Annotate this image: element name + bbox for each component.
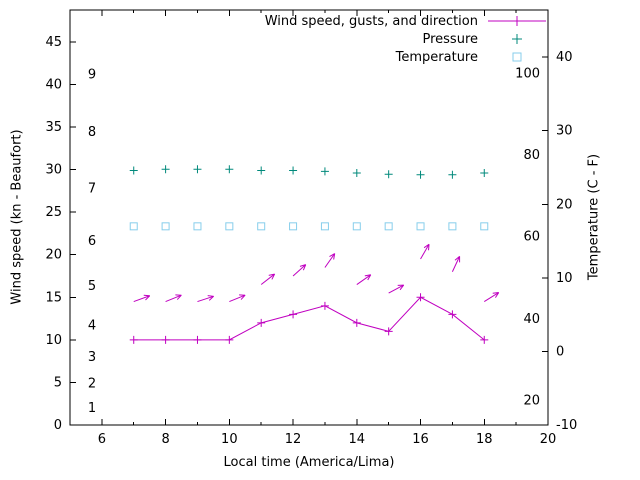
right-axis-ticks <box>542 56 548 426</box>
legend-label-pressure: Pressure <box>422 31 478 47</box>
svg-text:100: 100 <box>515 66 540 81</box>
legend-entry-wind: Wind speed, gusts, and direction <box>265 12 548 30</box>
svg-text:30: 30 <box>45 163 62 178</box>
svg-text:25: 25 <box>45 205 62 220</box>
series-pressure <box>129 165 489 179</box>
chart-legend: Wind speed, gusts, and direction Pressur… <box>265 12 548 66</box>
legend-entry-temperature: Temperature <box>265 48 548 66</box>
svg-text:3: 3 <box>88 350 96 365</box>
svg-text:40: 40 <box>556 50 573 65</box>
svg-text:60: 60 <box>523 230 540 245</box>
svg-text:45: 45 <box>45 35 62 50</box>
svg-text:40: 40 <box>523 312 540 327</box>
plus-marker-icon <box>512 16 522 26</box>
square-marker-icon <box>512 52 522 62</box>
svg-text:2: 2 <box>88 376 96 391</box>
svg-text:6: 6 <box>88 234 96 249</box>
svg-text:30: 30 <box>556 124 573 139</box>
plus-marker-icon <box>512 34 522 44</box>
y-axis-title-left: Wind speed (kn - Beaufort) <box>9 129 25 305</box>
svg-text:10: 10 <box>45 333 62 348</box>
svg-text:8: 8 <box>88 125 96 140</box>
right-axis-tick-labels: -10 0 10 20 30 40 <box>556 50 577 433</box>
svg-text:6: 6 <box>98 432 106 447</box>
fahrenheit-scale-labels: 20 40 60 80 100 <box>515 66 540 408</box>
svg-text:18: 18 <box>476 432 493 447</box>
svg-text:-10: -10 <box>556 418 577 433</box>
svg-text:0: 0 <box>556 344 564 359</box>
svg-text:35: 35 <box>45 120 62 135</box>
legend-sample-pressure-icon <box>512 34 522 44</box>
beaufort-scale-labels: 1 2 3 4 5 6 7 8 9 <box>88 67 96 416</box>
svg-text:12: 12 <box>285 432 302 447</box>
svg-text:40: 40 <box>45 77 62 92</box>
legend-entry-pressure: Pressure <box>265 30 548 48</box>
svg-text:20: 20 <box>45 248 62 263</box>
svg-text:20: 20 <box>523 394 540 409</box>
left-axis-tick-labels: 0 5 10 15 20 25 30 35 40 45 <box>45 35 62 433</box>
legend-sample-temperature-icon <box>512 52 522 62</box>
svg-text:16: 16 <box>412 432 429 447</box>
plot-frame <box>69 9 549 426</box>
svg-text:8: 8 <box>161 432 169 447</box>
legend-label-wind: Wind speed, gusts, and direction <box>264 13 478 29</box>
x-axis-title: Local time (America/Lima) <box>223 455 395 470</box>
x-axis-tick-labels: 6 8 10 12 14 16 18 20 <box>98 432 557 447</box>
svg-text:9: 9 <box>88 67 96 82</box>
left-axis-ticks <box>70 41 76 426</box>
svg-text:20: 20 <box>556 197 573 212</box>
svg-text:7: 7 <box>88 181 96 196</box>
svg-text:10: 10 <box>221 432 238 447</box>
svg-text:15: 15 <box>45 290 62 305</box>
y-axis-title-right: Temperature (C - F) <box>586 153 602 281</box>
svg-text:0: 0 <box>54 418 62 433</box>
svg-text:5: 5 <box>54 375 62 390</box>
svg-text:1: 1 <box>88 401 96 416</box>
x-axis-ticks <box>101 10 549 425</box>
svg-text:4: 4 <box>88 318 96 333</box>
series-temperature <box>129 222 489 231</box>
svg-text:20: 20 <box>540 432 557 447</box>
legend-label-temperature: Temperature <box>395 49 478 65</box>
svg-text:10: 10 <box>556 271 573 286</box>
svg-text:14: 14 <box>349 432 366 447</box>
svg-text:80: 80 <box>523 148 540 163</box>
legend-sample-wind-line-icon <box>488 16 546 26</box>
svg-text:5: 5 <box>88 279 96 294</box>
series-wind-gusts-direction-arrows <box>133 243 500 303</box>
series-wind-speed-gusts-and-direction <box>129 293 489 344</box>
